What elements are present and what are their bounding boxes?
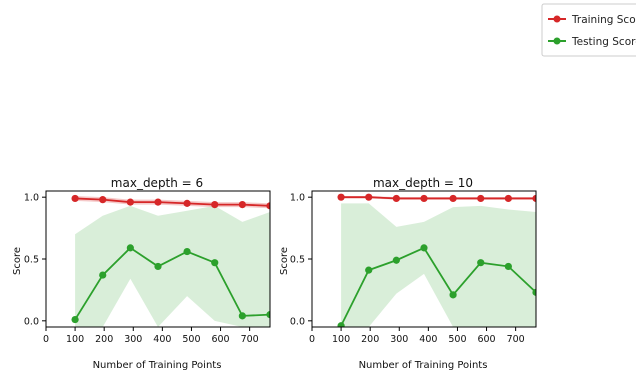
x-axis-label: Number of Training Points [359,360,488,371]
x-tick-label: 300 [390,334,408,345]
x-tick-label: 500 [182,334,200,345]
data-point-testing [420,244,428,252]
data-point-training [238,201,246,209]
x-tick-label: 500 [448,334,466,345]
series-line-training [341,196,536,200]
data-point-testing [337,322,345,327]
plot-content [71,194,270,327]
data-point-training [99,196,107,204]
data-point-testing [99,271,107,279]
plot-content [337,193,536,327]
y-tick-label: 0.5 [290,255,305,266]
data-point-testing [532,288,536,296]
x-tick-label: 100 [332,334,350,345]
data-point-training [449,194,457,203]
data-point-testing [449,291,457,299]
legend-frame [541,3,636,57]
subplot-title: max_depth = 6 [111,176,203,190]
y-axis-label: Score [279,247,290,275]
data-point-testing [266,311,270,319]
y-tick-label: 0.0 [24,316,39,327]
x-tick-label: 200 [361,334,379,345]
data-point-training [532,194,536,203]
x-tick-label: 0 [43,334,49,345]
data-point-training [266,202,270,210]
series-line-training [75,197,270,207]
legend-swatch-marker [553,15,561,23]
legend-swatch-marker [553,37,561,45]
data-point-testing [71,315,79,324]
data-point-training [420,194,428,203]
data-point-training [126,198,134,206]
x-tick-label: 0 [309,334,315,345]
data-point-training [504,194,512,203]
data-point-training [337,193,345,201]
data-point-testing [211,259,219,267]
data-point-training [211,201,219,209]
series-line-testing [340,246,536,327]
data-point-testing [365,266,373,274]
y-tick-label: 1.0 [290,193,305,204]
data-point-training [392,194,400,203]
plot-area: 0 100 200 300 400 500 600 700 0.0 0.5 1.0 [24,190,271,345]
data-point-testing [183,247,191,256]
data-point-testing [504,262,512,271]
confidence-band-testing [75,205,270,327]
plot-area: 0 100 200 300 400 500 600 700 0.0 0.5 1.0 [290,190,537,345]
x-axis-label: Number of Training Points [93,360,222,371]
x-tick-label: 700 [241,334,259,345]
x-tick-label: 600 [211,334,229,345]
confidence-band-testing [341,203,536,327]
legend: Training Score Testing Score [541,3,636,57]
x-tick-label: 200 [95,334,113,345]
y-axis-label: Score [12,247,23,275]
data-point-training [154,198,162,206]
data-point-testing [154,262,162,271]
data-point-training [183,199,191,207]
data-point-testing [477,259,485,267]
x-tick-label: 700 [507,334,525,345]
legend-label-testing-score: Testing Score [571,36,636,48]
x-tick-label: 400 [419,334,437,345]
y-tick-label: 1.0 [24,193,39,204]
x-tick-label: 100 [66,334,84,345]
series-line-testing [74,246,270,321]
subplot-max-depth-6: max_depth = 6 Score Number of Training P… [12,176,271,371]
data-point-testing [238,312,246,320]
data-point-training [477,194,485,203]
legend-item-testing-score: Testing Score [548,36,636,48]
legend-item-training-score: Training Score [548,14,636,26]
data-point-training [365,193,373,201]
y-tick-label: 0.5 [24,255,39,266]
data-point-training [71,194,79,203]
x-tick-label: 600 [477,334,495,345]
x-tick-label: 400 [153,334,171,345]
subplot-title: max_depth = 10 [373,176,473,190]
x-tick-label: 300 [124,334,142,345]
data-point-testing [126,244,134,252]
data-point-testing [392,256,400,264]
y-tick-label: 0.0 [290,316,305,327]
subplot-max-depth-10: max_depth = 10 Score Number of Training … [279,176,537,371]
legend-label-training-score: Training Score [571,14,636,26]
